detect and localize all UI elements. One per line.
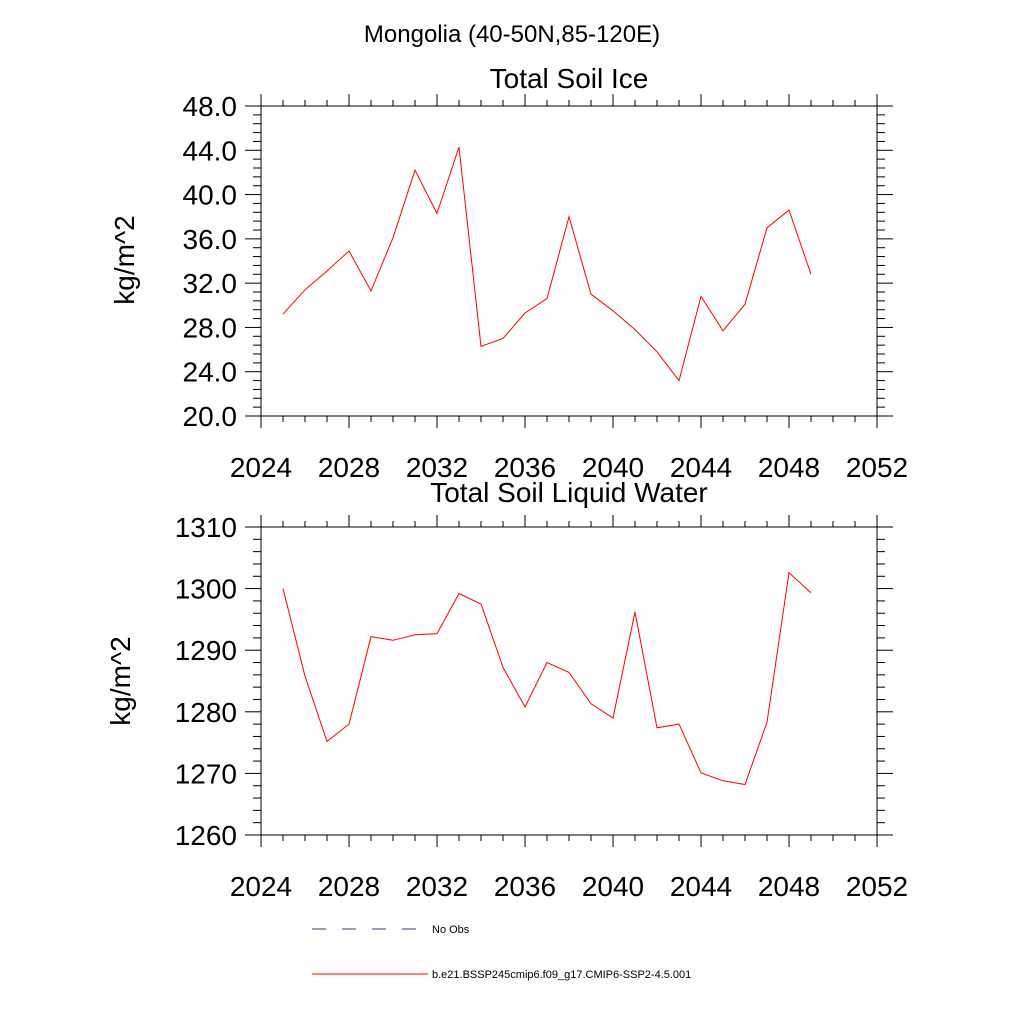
x-tick-label: 2044 bbox=[670, 452, 732, 483]
x-tick-label: 2052 bbox=[846, 871, 908, 902]
y-tick-label: 1260 bbox=[175, 820, 237, 851]
y-tick-label: 28.0 bbox=[183, 312, 238, 343]
y-tick-label: 1290 bbox=[175, 635, 237, 666]
plot-frame bbox=[260, 526, 878, 836]
x-tick-label: 2024 bbox=[230, 452, 292, 483]
x-tick-label: 2048 bbox=[758, 871, 820, 902]
x-tick-label: 2032 bbox=[406, 871, 468, 902]
series-line bbox=[282, 571, 812, 786]
x-tick-label: 2028 bbox=[318, 871, 380, 902]
x-tick-label: 2024 bbox=[230, 871, 292, 902]
y-tick-label: 1280 bbox=[175, 697, 237, 728]
x-tick-label: 2040 bbox=[582, 871, 644, 902]
y-tick-label: 1270 bbox=[175, 758, 237, 789]
soil-liquid-water-panel: Total Soil Liquid Water kg/m^2 2024 2028 2… bbox=[105, 477, 908, 902]
x-tick-label: 2048 bbox=[758, 452, 820, 483]
legend-label-model: b.e21.BSSP245cmip6.f09_g17.CMIP6-SSP2-4.… bbox=[432, 969, 691, 981]
x-tick-label: 2036 bbox=[494, 871, 556, 902]
chart-title: Total Soil Ice bbox=[490, 63, 649, 94]
x-tick-label: 2052 bbox=[846, 452, 908, 483]
x-tick-label: 2040 bbox=[582, 452, 644, 483]
y-axis-label: kg/m^2 bbox=[105, 636, 136, 725]
y-tick-label: 40.0 bbox=[183, 180, 238, 211]
soil-ice-panel: Total Soil Ice kg/m^2 2024 2028 2032 2036 20… bbox=[109, 63, 908, 483]
legend: No Obs b.e21.BSSP245cmip6.f09_g17.CMIP6-… bbox=[312, 924, 691, 981]
figure-suptitle: Mongolia (40-50N,85-120E) bbox=[364, 21, 660, 48]
y-tick-label: 20.0 bbox=[183, 401, 238, 432]
y-tick-label: 1310 bbox=[175, 512, 237, 543]
y-tick-label: 48.0 bbox=[183, 91, 238, 122]
x-tick-label: 2032 bbox=[406, 452, 468, 483]
chart-title: Total Soil Liquid Water bbox=[430, 477, 708, 508]
x-tick-label: 2028 bbox=[318, 452, 380, 483]
legend-label-no-obs: No Obs bbox=[432, 924, 470, 936]
x-tick-label: 2044 bbox=[670, 871, 732, 902]
y-tick-label: 24.0 bbox=[183, 357, 238, 388]
series-line bbox=[282, 146, 812, 382]
y-axis-label: kg/m^2 bbox=[109, 215, 140, 304]
y-tick-label: 44.0 bbox=[183, 135, 238, 166]
y-tick-label: 1300 bbox=[175, 574, 237, 605]
y-tick-label: 36.0 bbox=[183, 224, 238, 255]
x-tick-label: 2036 bbox=[494, 452, 556, 483]
y-tick-label: 32.0 bbox=[183, 268, 238, 299]
plot-frame bbox=[260, 105, 878, 417]
